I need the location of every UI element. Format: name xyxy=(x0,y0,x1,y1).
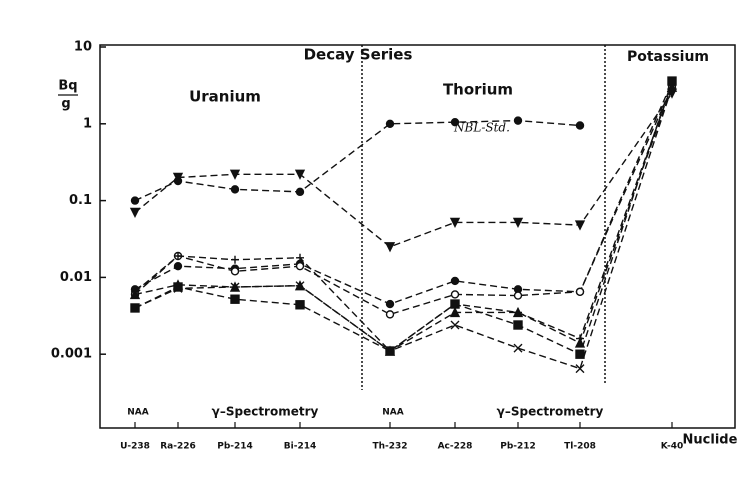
marker xyxy=(231,255,239,264)
marker xyxy=(513,320,523,330)
marker xyxy=(295,261,305,271)
marker xyxy=(230,185,240,194)
y-tick-label: 1 xyxy=(83,116,92,131)
marker xyxy=(295,281,305,291)
marker xyxy=(129,207,141,219)
marker xyxy=(575,364,585,374)
marker xyxy=(230,267,240,276)
marker xyxy=(450,276,460,286)
series-line xyxy=(134,81,673,305)
marker xyxy=(294,169,306,180)
x-tick-label: Tl-208 xyxy=(564,442,596,452)
series-line xyxy=(134,86,673,352)
x-tick-label: K-40 xyxy=(661,442,683,452)
y-tick-label: 0.001 xyxy=(51,347,92,362)
annotation: NBL-Std. xyxy=(453,121,510,135)
marker xyxy=(575,121,585,130)
marker xyxy=(385,310,395,319)
marker xyxy=(295,300,305,310)
marker xyxy=(512,217,524,228)
marker xyxy=(385,346,395,356)
marker xyxy=(667,82,677,92)
marker xyxy=(575,287,585,296)
marker xyxy=(450,320,460,330)
marker xyxy=(513,343,523,353)
marker xyxy=(230,294,240,304)
x-tick-label: Pb-212 xyxy=(500,442,536,452)
annotation: NAA xyxy=(127,408,148,418)
annotation: Uranium xyxy=(189,88,261,106)
annotation: NAA xyxy=(382,408,403,418)
marker xyxy=(295,187,305,197)
marker xyxy=(513,291,523,300)
annotation: Decay Series xyxy=(304,46,413,64)
x-tick-label: Bi-214 xyxy=(284,442,316,452)
x-tick-label: Ac-228 xyxy=(438,442,473,452)
series-line xyxy=(134,80,673,356)
marker xyxy=(450,299,460,309)
annotation: Potassium xyxy=(627,49,709,65)
marker xyxy=(667,76,677,86)
series-line xyxy=(134,86,673,316)
marker xyxy=(575,349,585,359)
marker xyxy=(450,117,460,127)
y-label: g xyxy=(61,97,70,112)
series-line xyxy=(134,86,673,370)
x-tick-label: Ra-226 xyxy=(160,442,196,452)
marker xyxy=(229,169,241,180)
y-tick-label: 10 xyxy=(74,40,92,55)
y-label: Bq xyxy=(58,79,77,94)
marker xyxy=(385,299,395,309)
marker xyxy=(173,283,183,293)
marker xyxy=(130,196,140,205)
x-label: Nuclide xyxy=(683,433,738,448)
x-tick-label: U-238 xyxy=(120,442,150,452)
marker xyxy=(172,172,184,184)
plot-frame xyxy=(99,44,736,429)
marker xyxy=(449,217,461,228)
marker xyxy=(173,282,183,292)
y-tick-label: 0.01 xyxy=(60,270,92,285)
marker xyxy=(574,337,586,348)
x-tick-label: Pb-214 xyxy=(217,442,253,452)
marker xyxy=(296,253,304,262)
marker xyxy=(574,220,586,231)
marker xyxy=(130,303,140,313)
marker xyxy=(174,251,182,260)
marker xyxy=(449,306,461,318)
marker xyxy=(384,242,396,253)
marker xyxy=(513,116,523,125)
series-line xyxy=(134,92,673,248)
marker xyxy=(385,119,395,129)
annotation: γ–Spectrometry xyxy=(497,405,604,419)
annotation: Thorium xyxy=(443,81,513,99)
series-line xyxy=(134,84,673,352)
series-line xyxy=(134,119,581,202)
marker xyxy=(129,288,141,300)
annotation: γ–Spectrometry xyxy=(212,405,319,419)
x-tick-label: Th-232 xyxy=(372,442,407,452)
y-tick-label: 0.1 xyxy=(69,193,92,208)
marker xyxy=(230,282,240,292)
marker xyxy=(450,290,460,299)
marker xyxy=(173,261,183,271)
marker xyxy=(512,306,524,318)
